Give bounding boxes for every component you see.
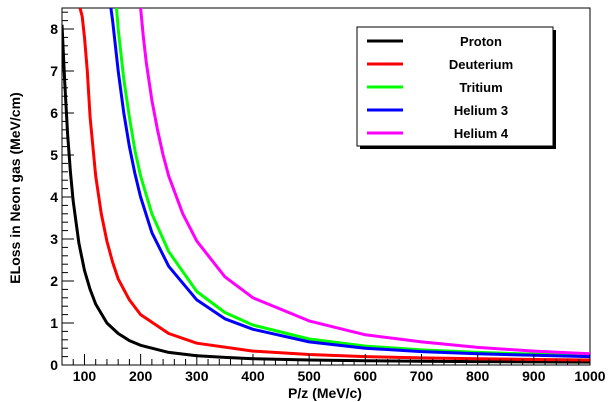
series-line-deuterium <box>78 8 590 362</box>
legend-label-deuterium: Deuterium <box>449 57 513 72</box>
series-line-tritium <box>115 8 590 358</box>
legend: Proton Deuterium Tritium Helium 3 Helium 4 <box>356 26 556 149</box>
x-tick-label: 300 <box>185 368 209 384</box>
x-tick-label: 200 <box>129 368 153 384</box>
ticks-layer: 100 200 300 400 500 600 700 800 900 1000 0 1 2 3 4 5 6 7 8 <box>50 11 606 384</box>
legend-label-proton: Proton <box>460 34 502 49</box>
series-line-helium-3 <box>109 8 590 359</box>
y-tick-label: 2 <box>50 273 58 289</box>
y-tick-label: 7 <box>50 63 58 79</box>
y-axis-title: ELoss in Neon gas (MeV/cm) <box>7 92 23 283</box>
x-tick-label: 900 <box>522 368 546 384</box>
series-line-helium-4 <box>139 8 590 356</box>
x-tick-label: 100 <box>73 368 97 384</box>
y-tick-label: 4 <box>50 189 58 205</box>
y-tick-label: 3 <box>50 231 58 247</box>
x-tick-label: 600 <box>354 368 378 384</box>
x-tick-label: 500 <box>297 368 321 384</box>
legend-label-tritium: Tritium <box>459 80 502 95</box>
y-tick-label: 0 <box>50 357 58 373</box>
x-axis-title: P/z (MeV/c) <box>288 385 362 401</box>
curves-layer <box>62 8 590 364</box>
series-line-proton <box>62 24 590 364</box>
x-tick-label: 400 <box>241 368 265 384</box>
y-tick-label: 6 <box>50 105 58 121</box>
y-tick-label: 5 <box>50 147 58 163</box>
legend-label-helium-3: Helium 3 <box>454 103 508 118</box>
y-tick-label: 8 <box>50 21 58 37</box>
x-tick-label: 700 <box>410 368 434 384</box>
x-tick-label: 1000 <box>574 368 605 384</box>
legend-label-helium-4: Helium 4 <box>454 126 509 141</box>
y-tick-label: 1 <box>50 315 58 331</box>
x-tick-label: 800 <box>466 368 490 384</box>
